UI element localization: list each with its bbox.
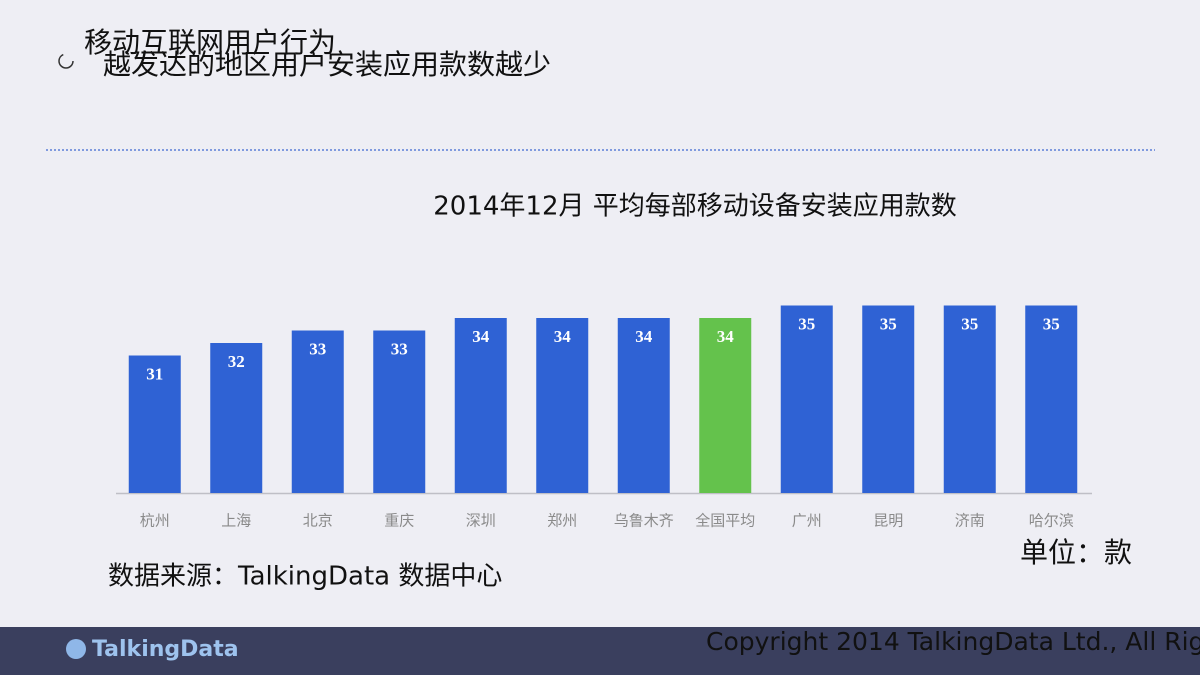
value-label: 34 <box>554 327 572 346</box>
bar <box>780 305 833 493</box>
value-label: 35 <box>798 314 815 333</box>
footer-logo: TalkingData <box>92 637 239 662</box>
value-label: 31 <box>146 364 163 383</box>
x-tick-label: 乌鲁木齐 <box>614 512 674 530</box>
value-label: 33 <box>391 339 408 358</box>
bar <box>943 305 996 493</box>
bar <box>210 343 263 493</box>
bar <box>128 355 181 493</box>
value-label: 35 <box>961 314 978 333</box>
bar <box>454 318 507 493</box>
bar <box>1025 305 1078 493</box>
x-tick-label: 重庆 <box>384 512 414 530</box>
x-tick-label: 济南 <box>955 512 985 530</box>
logo-icon <box>66 639 86 659</box>
bar <box>617 318 670 493</box>
x-tick-label: 哈尔滨 <box>1029 512 1074 530</box>
copyright: Copyright 2014 TalkingData Ltd., All Rig… <box>706 627 1200 656</box>
value-label: 33 <box>309 339 326 358</box>
bar <box>699 318 752 493</box>
x-tick-label: 广州 <box>792 512 822 530</box>
value-label: 34 <box>472 327 490 346</box>
x-tick-label: 昆明 <box>873 512 903 530</box>
value-label: 34 <box>717 327 735 346</box>
x-tick-label: 上海 <box>221 512 251 530</box>
bar <box>373 330 426 493</box>
header-subtitle: 越发达的地区用户安装应用款数越少 <box>103 48 551 81</box>
value-label: 35 <box>1043 314 1060 333</box>
x-tick-label: 北京 <box>303 512 333 530</box>
unit: 单位：款 <box>1020 536 1132 569</box>
x-tick-label: 郑州 <box>547 512 577 530</box>
bullet-icon <box>58 53 74 69</box>
value-label: 32 <box>228 352 245 371</box>
x-tick-label: 全国平均 <box>695 512 755 530</box>
value-label: 35 <box>880 314 897 333</box>
footer-band <box>0 627 1200 675</box>
x-tick-label: 深圳 <box>466 512 496 530</box>
x-tick-label: 杭州 <box>140 512 170 530</box>
bar <box>291 330 344 493</box>
bar <box>862 305 915 493</box>
source: 数据来源：TalkingData 数据中心 <box>108 562 502 592</box>
chart-title: 2014年12月 平均每部移动设备安装应用款数 <box>433 192 957 222</box>
header-title: 移动互联网用户行为 <box>84 26 336 59</box>
value-label: 34 <box>635 327 653 346</box>
bar <box>536 318 589 493</box>
